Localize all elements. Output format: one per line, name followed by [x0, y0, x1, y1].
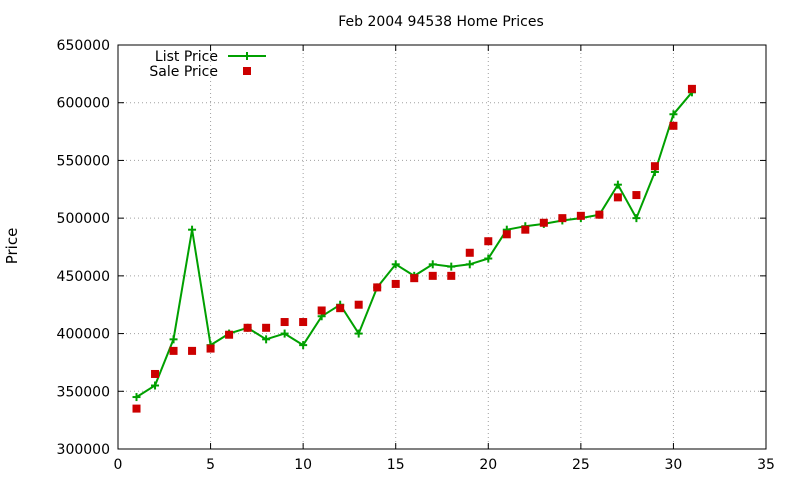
- y-tick-label: 350000: [57, 384, 110, 400]
- list-price-point: [354, 329, 363, 338]
- x-tick-label: 20: [479, 457, 497, 473]
- sale-price-point: [188, 346, 197, 355]
- sale-price-point: [299, 318, 308, 327]
- grid-lines: [118, 45, 766, 449]
- sale-price-point: [391, 279, 400, 288]
- list-price-point: [484, 254, 493, 263]
- sale-price-point: [521, 225, 530, 234]
- list-price-point: [188, 225, 197, 234]
- y-tick-label: 400000: [57, 327, 110, 343]
- list-price-point: [447, 262, 456, 271]
- list-price-point: [169, 335, 178, 344]
- sale-price-point: [595, 210, 604, 219]
- x-tick-label: 0: [114, 457, 123, 473]
- sale-price-point: [354, 300, 363, 309]
- sale-price-point: [669, 121, 678, 130]
- sale-price-point: [539, 218, 548, 227]
- legend-label-sale-price: Sale Price: [149, 64, 218, 80]
- chart-title: Feb 2004 94538 Home Prices: [338, 14, 544, 30]
- legend-marker-list-price: [243, 52, 251, 60]
- sale-price-point: [502, 230, 511, 239]
- x-tick-label: 5: [206, 457, 215, 473]
- plot-frame: [117, 44, 767, 450]
- list-price-point: [132, 393, 141, 402]
- sale-price-point: [373, 283, 382, 292]
- sale-price-point: [317, 306, 326, 315]
- sale-price-point: [169, 346, 178, 355]
- y-tick-label: 550000: [57, 153, 110, 169]
- y-tick-label: 300000: [57, 442, 110, 458]
- sale-price-point: [428, 271, 437, 280]
- x-tick-label: 30: [665, 457, 683, 473]
- sale-price-point: [206, 344, 215, 353]
- sale-price-point: [151, 369, 160, 378]
- sale-price-point: [632, 191, 641, 200]
- y-tick-label: 500000: [57, 211, 110, 227]
- list-price-point: [632, 214, 641, 223]
- list-price-point: [262, 335, 271, 344]
- y-axis-label: Price: [3, 228, 21, 265]
- list-price-point: [280, 329, 289, 338]
- sale-price-point: [225, 330, 234, 339]
- sale-price-point: [465, 248, 474, 257]
- x-tick-label: 35: [757, 457, 775, 473]
- sale-price-point: [558, 214, 567, 223]
- legend-marker-sale-price: [243, 67, 251, 75]
- list-price-point: [299, 341, 308, 350]
- x-tick-label: 10: [294, 457, 312, 473]
- sale-price-point: [262, 323, 271, 332]
- y-tick-label: 600000: [57, 96, 110, 112]
- sale-price-point: [132, 404, 141, 413]
- sale-price-point: [447, 271, 456, 280]
- list-price-point: [391, 260, 400, 269]
- list-price-point: [465, 260, 474, 269]
- sale-price-point: [650, 162, 659, 171]
- sale-price-point: [576, 211, 585, 220]
- sale-price-point: [243, 323, 252, 332]
- sale-price-point: [280, 318, 289, 327]
- sale-price-point: [613, 193, 622, 202]
- x-tick-label: 15: [387, 457, 405, 473]
- list-price-point: [151, 381, 160, 390]
- list-price-point: [669, 110, 678, 119]
- legend-label-list-price: List Price: [155, 49, 218, 65]
- sale-price-point: [410, 274, 419, 283]
- y-tick-label: 450000: [57, 269, 110, 285]
- sale-price-point: [336, 304, 345, 313]
- list-price-line: [135, 91, 693, 398]
- x-tick-label: 25: [572, 457, 590, 473]
- x-ticks: 0 5 10 15 20 25 30 35: [114, 45, 775, 473]
- sale-price-point: [687, 84, 696, 93]
- list-price-point: [428, 260, 437, 269]
- list-price-point: [613, 180, 622, 189]
- sale-price-point: [484, 237, 493, 246]
- y-ticks: 300000 350000 400000 450000 500000 550000 6000…: [57, 38, 766, 458]
- series-layer: [132, 84, 696, 413]
- y-tick-label: 650000: [57, 38, 110, 54]
